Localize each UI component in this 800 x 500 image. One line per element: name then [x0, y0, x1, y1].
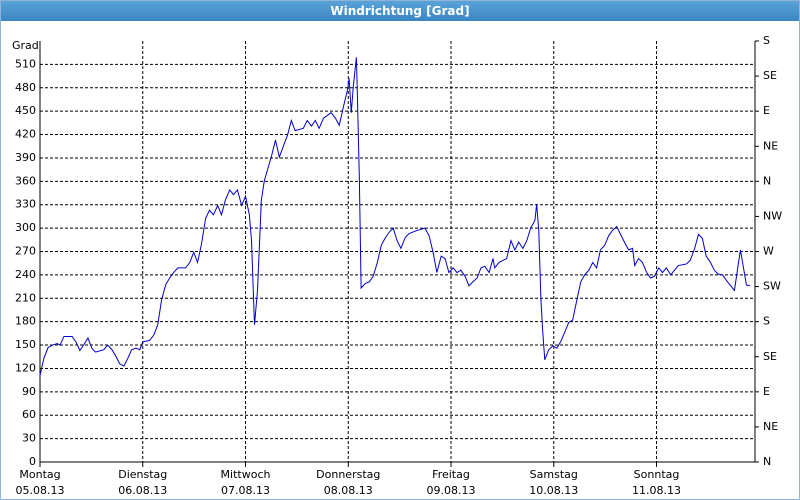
- y2-tick-label: SE: [763, 350, 777, 363]
- y-tick-label: 30: [22, 432, 36, 445]
- x-tick-date: 07.08.13: [221, 484, 270, 497]
- data-line: [39, 57, 751, 376]
- y-tick-label: 330: [15, 198, 36, 211]
- y2-tick-label: S: [763, 315, 770, 328]
- x-tick-date: 06.08.13: [118, 484, 167, 497]
- x-tick-label: Dienstag: [118, 468, 167, 481]
- y-tick-label: 60: [22, 408, 36, 421]
- y2-tick-label: E: [763, 385, 770, 398]
- x-tick-date: 09.08.13: [427, 484, 476, 497]
- y-tick-label: 150: [15, 338, 36, 351]
- y-tick-label: 210: [15, 291, 36, 304]
- y-tick-label: 180: [15, 315, 36, 328]
- y2-tick-label: N: [763, 455, 771, 468]
- x-tick-label: Freitag: [432, 468, 470, 481]
- y-tick-label: 480: [15, 81, 36, 94]
- y-tick-label: 390: [15, 151, 36, 164]
- x-tick-label: Samstag: [530, 468, 578, 481]
- x-tick-label: Mittwoch: [221, 468, 271, 481]
- y-tick-label: 510: [15, 57, 36, 70]
- x-tick-date: 05.08.13: [16, 484, 65, 497]
- y-tick-label: 240: [15, 268, 36, 281]
- y2-tick-label: NE: [763, 139, 778, 152]
- y-tick-label: 0: [29, 455, 36, 468]
- y-tick-label: 360: [15, 174, 36, 187]
- x-tick-date: 08.08.13: [324, 484, 373, 497]
- title-bar: Windrichtung [Grad]: [1, 1, 799, 21]
- y2-tick-label: SW: [763, 280, 781, 293]
- y2-tick-label: NW: [763, 209, 782, 222]
- x-tick-label: Montag: [19, 468, 60, 481]
- y2-tick-label: W: [763, 245, 774, 258]
- x-tick-date: 10.08.13: [529, 484, 578, 497]
- y-tick-label: 420: [15, 128, 36, 141]
- y2-tick-label: N: [763, 174, 771, 187]
- y-tick-label: 300: [15, 221, 36, 234]
- y-tick-label: 450: [15, 104, 36, 117]
- y-tick-label: 90: [22, 385, 36, 398]
- x-tick-label: Sonntag: [634, 468, 680, 481]
- y2-tick-label: NE: [763, 420, 778, 433]
- x-tick-date: 11.08.13: [632, 484, 681, 497]
- y-tick-label: 120: [15, 361, 36, 374]
- y2-tick-label: S: [763, 34, 770, 47]
- y2-tick-label: SE: [763, 69, 777, 82]
- x-tick-label: Donnerstag: [316, 468, 380, 481]
- y-axis-label: Grad: [12, 39, 39, 52]
- y-tick-label: 270: [15, 245, 36, 258]
- y2-tick-label: E: [763, 104, 770, 117]
